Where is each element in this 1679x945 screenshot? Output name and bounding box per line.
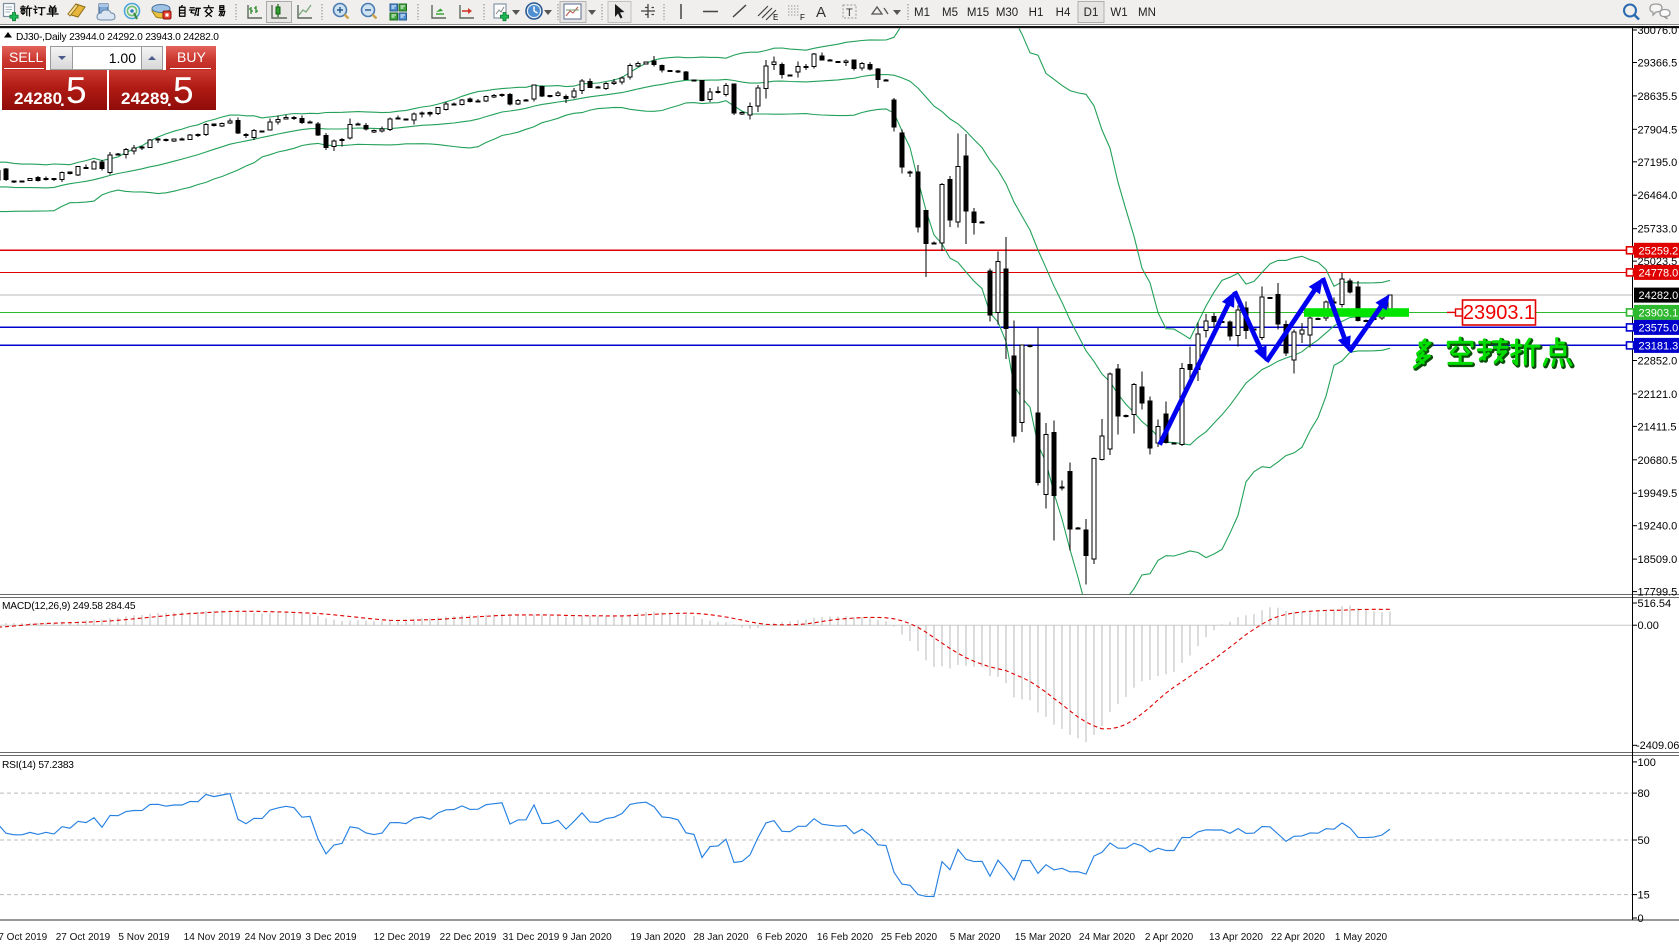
svg-text:25 Feb 2020: 25 Feb 2020 — [881, 932, 938, 943]
svg-text:H4: H4 — [1056, 7, 1071, 19]
svg-text:22 Dec 2019: 22 Dec 2019 — [440, 932, 497, 943]
svg-text:DJ30-,Daily 23944.0 24292.0 2: DJ30-,Daily 23944.0 24292.0 23943.0 2428… — [16, 32, 219, 43]
svg-text:20680.5: 20680.5 — [1638, 455, 1678, 467]
svg-text:M30: M30 — [996, 7, 1018, 19]
svg-text:H1: H1 — [1029, 7, 1044, 19]
svg-text:1 May 2020: 1 May 2020 — [1335, 932, 1388, 943]
svg-text:5 Nov 2019: 5 Nov 2019 — [118, 932, 170, 943]
svg-text:28635.5: 28635.5 — [1638, 91, 1678, 103]
svg-text:22121.0: 22121.0 — [1638, 389, 1678, 401]
svg-text:516.54: 516.54 — [1638, 598, 1672, 610]
svg-text:24 Mar 2020: 24 Mar 2020 — [1079, 932, 1136, 943]
svg-text:27904.5: 27904.5 — [1638, 124, 1678, 136]
svg-text:50: 50 — [1638, 835, 1650, 847]
svg-text:E: E — [773, 13, 778, 22]
svg-text:27195.0: 27195.0 — [1638, 157, 1678, 169]
svg-text:15: 15 — [1638, 890, 1650, 902]
svg-text:16 Feb 2020: 16 Feb 2020 — [817, 932, 874, 943]
svg-text:15 Mar 2020: 15 Mar 2020 — [1015, 932, 1072, 943]
svg-text:25733.0: 25733.0 — [1638, 224, 1678, 236]
svg-text:M1: M1 — [914, 7, 930, 19]
svg-text:12 Dec 2019: 12 Dec 2019 — [374, 932, 431, 943]
svg-text:24778.0: 24778.0 — [1639, 267, 1679, 279]
svg-text:D1: D1 — [1084, 7, 1099, 19]
svg-text:26464.0: 26464.0 — [1638, 190, 1678, 202]
svg-text:M5: M5 — [942, 7, 958, 19]
svg-text:100: 100 — [1638, 757, 1656, 769]
svg-text:23903.1: 23903.1 — [1463, 302, 1535, 324]
svg-text:MACD(12,26,9) 249.58 284.45: MACD(12,26,9) 249.58 284.45 — [2, 601, 136, 612]
svg-text:30076.0: 30076.0 — [1638, 25, 1678, 37]
svg-text:23181.3: 23181.3 — [1639, 340, 1679, 352]
svg-text:A: A — [816, 4, 826, 21]
svg-text:0.00: 0.00 — [1638, 620, 1659, 632]
svg-text:23903.1: 23903.1 — [1639, 307, 1679, 319]
svg-text:9 Jan 2020: 9 Jan 2020 — [562, 932, 612, 943]
svg-text:24 Nov 2019: 24 Nov 2019 — [245, 932, 302, 943]
svg-text:29366.5: 29366.5 — [1638, 58, 1678, 70]
svg-text:2 Apr 2020: 2 Apr 2020 — [1145, 932, 1194, 943]
svg-text:-2409.06: -2409.06 — [1636, 740, 1679, 752]
svg-text:3 Dec 2019: 3 Dec 2019 — [305, 932, 357, 943]
svg-text:5 Mar 2020: 5 Mar 2020 — [950, 932, 1001, 943]
svg-text:6 Feb 2020: 6 Feb 2020 — [757, 932, 808, 943]
svg-text:14 Nov 2019: 14 Nov 2019 — [184, 932, 241, 943]
svg-text:21411.5: 21411.5 — [1638, 421, 1677, 433]
svg-text:25259.2: 25259.2 — [1639, 245, 1679, 257]
svg-text:0: 0 — [1638, 913, 1644, 925]
svg-text:T: T — [846, 7, 853, 19]
svg-text:22852.0: 22852.0 — [1638, 356, 1678, 368]
svg-text:18509.0: 18509.0 — [1638, 554, 1678, 566]
svg-text:F: F — [800, 13, 805, 22]
svg-text:W1: W1 — [1110, 7, 1127, 19]
svg-text:19949.5: 19949.5 — [1638, 488, 1678, 500]
svg-text:17 Oct 2019: 17 Oct 2019 — [0, 932, 48, 943]
svg-text:M15: M15 — [967, 7, 989, 19]
svg-text:27 Oct 2019: 27 Oct 2019 — [56, 932, 111, 943]
svg-text:24282.0: 24282.0 — [1639, 290, 1679, 302]
svg-text:28 Jan 2020: 28 Jan 2020 — [693, 932, 748, 943]
svg-text:31 Dec 2019: 31 Dec 2019 — [503, 932, 560, 943]
svg-text:13 Apr 2020: 13 Apr 2020 — [1209, 932, 1263, 943]
svg-text:MN: MN — [1138, 7, 1156, 19]
svg-text:80: 80 — [1638, 788, 1650, 800]
svg-text:17799.5: 17799.5 — [1638, 587, 1678, 599]
svg-text:19 Jan 2020: 19 Jan 2020 — [630, 932, 685, 943]
svg-text:RSI(14) 57.2383: RSI(14) 57.2383 — [2, 760, 74, 771]
svg-text:19240.0: 19240.0 — [1638, 521, 1678, 533]
svg-text:23575.0: 23575.0 — [1639, 322, 1679, 334]
svg-text:22 Apr 2020: 22 Apr 2020 — [1271, 932, 1325, 943]
